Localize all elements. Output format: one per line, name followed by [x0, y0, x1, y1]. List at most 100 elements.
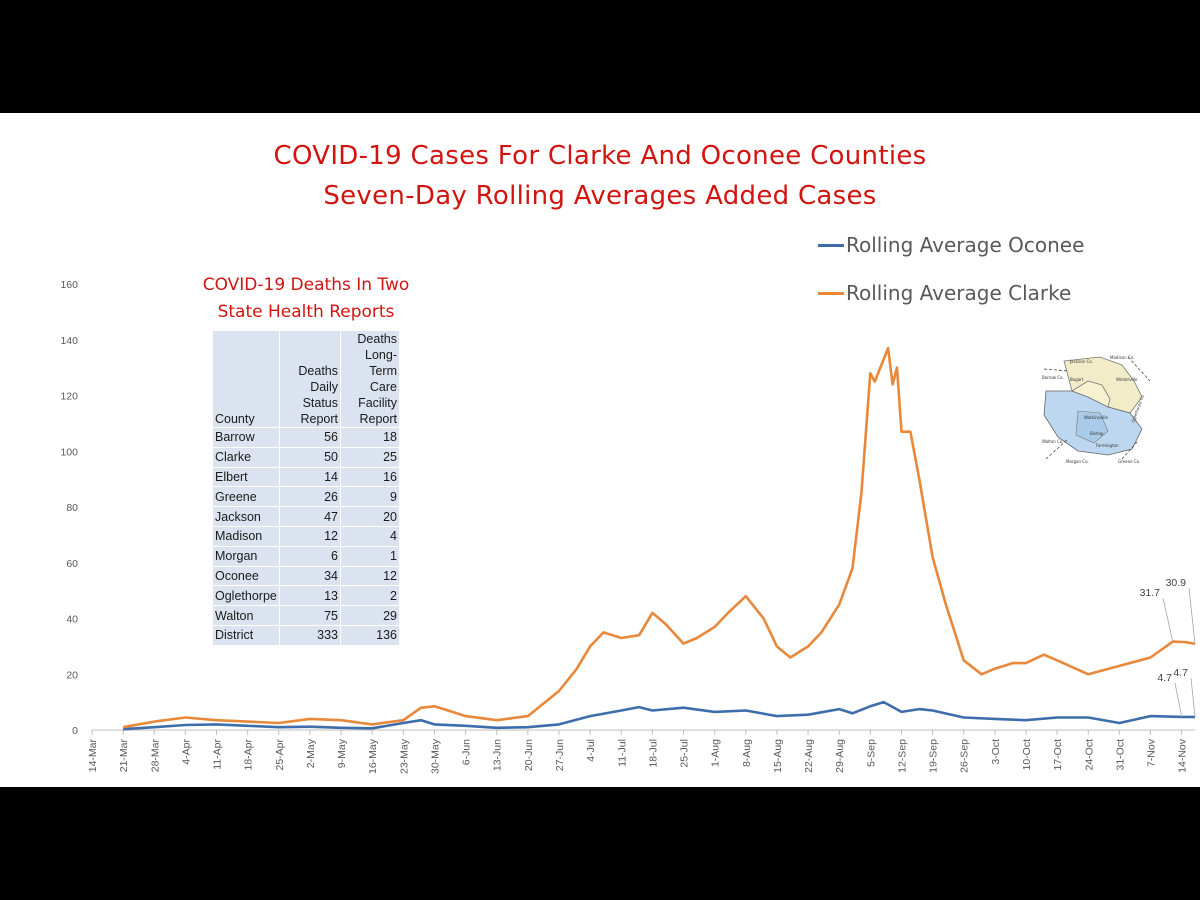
table-cell-daily-deaths: 34 [279, 565, 341, 586]
x-tick-label: 7-Nov [1146, 738, 1158, 767]
map-label-jackson: Jackson Co. [1069, 359, 1093, 364]
table-cell-daily-deaths: 75 [279, 605, 341, 626]
map-label-madison: Madison Co. [1110, 355, 1134, 360]
y-tick-label: 100 [60, 446, 78, 458]
table-cell-daily-deaths: 13 [279, 585, 341, 606]
legend-label-clarke: Rolling Average Clarke [846, 281, 1072, 305]
x-tick-label: 13-Jun [492, 739, 504, 771]
legend-swatch-oconee [818, 243, 844, 247]
series-line-oconee [123, 700, 1195, 731]
table-cell-daily-deaths: 47 [279, 506, 341, 527]
data-label-oconee-prev: 4.7 [1157, 672, 1172, 684]
x-tick-label: 2-May [305, 738, 317, 768]
chart-title-line2: Seven-Day Rolling Averages Added Cases [323, 181, 877, 211]
x-tick-label: 8-Aug [741, 739, 753, 767]
x-tick-label: 28-Mar [149, 739, 161, 773]
table-cell-county: Barrow [213, 427, 280, 448]
table-header-county: County [213, 331, 280, 428]
x-tick-label: 21-Mar [118, 739, 130, 773]
x-tick-label: 17-Oct [1052, 739, 1064, 771]
map-label-morgan: Morgan Co. [1066, 459, 1089, 464]
x-tick-label: 6-Jun [461, 739, 473, 765]
table-cell-ltc-deaths: 29 [340, 605, 399, 626]
legend-label-oconee: Rolling Average Oconee [846, 233, 1085, 257]
x-tick-label: 24-Oct [1083, 739, 1095, 771]
legend-item-clarke: Rolling Average Clarke [818, 281, 1071, 305]
data-label-leader [1162, 597, 1174, 642]
x-tick-label: 4-Apr [180, 739, 192, 765]
table-cell-daily-deaths: 26 [279, 486, 341, 507]
y-tick-label: 80 [66, 502, 78, 514]
chart-title-line1: COVID-19 Cases For Clarke And Oconee Cou… [273, 141, 927, 171]
x-tick-label: 22-Aug [803, 739, 815, 773]
y-tick-label: 0 [72, 725, 78, 737]
x-tick-label: 23-May [398, 738, 410, 774]
x-tick-label: 25-Jul [679, 739, 691, 768]
table-row: Oglethorpe 13 2 [213, 585, 399, 606]
table-cell-county: District [213, 624, 280, 645]
x-tick-label: 3-Oct [990, 739, 1002, 765]
x-tick-label: 18-Jul [647, 739, 659, 768]
data-label-leader [1190, 677, 1196, 717]
table-cell-ltc-deaths: 20 [340, 506, 399, 527]
table-row: Jackson 47 20 [213, 506, 399, 527]
table-row: Elbert 14 16 [213, 466, 399, 487]
x-tick-label: 12-Sep [896, 739, 908, 773]
y-tick-label: 140 [60, 335, 78, 347]
table-row: District 333 136 [213, 624, 399, 645]
table-row: Barrow 56 18 [213, 427, 399, 448]
table-cell-county: Clarke [213, 446, 280, 468]
x-tick-label: 15-Aug [772, 739, 784, 773]
x-tick-label: 29-Aug [834, 739, 846, 773]
map-label-farmington: Farmington [1096, 443, 1119, 448]
map-label-watkinsville: Watkinsville [1084, 415, 1108, 420]
table-title-line2: State Health Reports [217, 302, 395, 322]
x-tick-label: 25-Apr [274, 738, 286, 770]
map-label-winterville: Winterville [1116, 377, 1138, 382]
y-tick-label: 160 [60, 279, 78, 291]
y-tick-label: 20 [66, 669, 78, 681]
table-row: Morgan 6 1 [213, 545, 399, 567]
table-cell-daily-deaths: 14 [279, 466, 341, 487]
table-body: Barrow 56 18 Clarke 50 25 Elbert 14 16 Greene 26 9 J… [213, 427, 399, 645]
deaths-table: County Deaths Daily Status Report Deaths… [213, 331, 399, 645]
x-tick-label: 4-Jul [585, 739, 597, 762]
table-row: Walton 75 29 [213, 605, 399, 626]
map-label-bishop: Bishop [1090, 431, 1104, 436]
y-tick-label: 120 [60, 391, 78, 403]
table-row: Greene 26 9 [213, 486, 399, 507]
table-cell-daily-deaths: 50 [279, 446, 341, 468]
data-label-clarke-peak: 31.7 [1140, 587, 1161, 599]
chart-panel: 0 20 40 60 80 100 120 140 160 14-Mar 21-Mar 28-Mar… [0, 113, 1200, 787]
table-cell-county: Elbert [213, 466, 280, 487]
table-cell-ltc-deaths: 1 [340, 545, 399, 567]
table-cell-ltc-deaths: 25 [340, 446, 399, 468]
table-cell-county: Greene [213, 486, 280, 507]
county-map-image: Jackson Co. Madison Co. Barrow Co. Walto… [1038, 351, 1152, 469]
x-tick-label: 19-Sep [928, 739, 940, 773]
table-row: Oconee 34 12 [213, 565, 399, 586]
table-cell-ltc-deaths: 16 [340, 466, 399, 487]
table-cell-ltc-deaths: 12 [340, 565, 399, 586]
table-cell-daily-deaths: 56 [279, 427, 341, 448]
x-tick-label: 5-Sep [865, 739, 877, 767]
table-cell-ltc-deaths: 4 [340, 525, 399, 547]
x-tick-label: 16-May [367, 738, 379, 774]
x-tick-label: 18-Apr [243, 738, 255, 770]
x-tick-label: 27-Jun [554, 739, 566, 771]
map-label-walton: Walton Co. [1042, 439, 1064, 444]
x-tick-label: 10-Oct [1021, 739, 1033, 771]
table-row: Madison 12 4 [213, 525, 399, 547]
table-cell-county: Madison [213, 525, 280, 547]
x-tick-label: 20-Jun [523, 739, 535, 771]
table-header-ltc: Deaths Long-Term Care Facility Report [340, 331, 399, 428]
data-label-clarke-end: 30.9 [1166, 577, 1187, 589]
table-cell-daily-deaths: 6 [279, 545, 341, 567]
series-line-clarke [122, 346, 1196, 729]
legend-swatch-clarke [818, 291, 844, 295]
map-label-barrow: Barrow Co. [1042, 375, 1064, 380]
legend-item-oconee: Rolling Average Oconee [818, 233, 1084, 257]
table-cell-ltc-deaths: 18 [340, 427, 399, 448]
table-title-line1: COVID-19 Deaths In Two [202, 275, 410, 295]
